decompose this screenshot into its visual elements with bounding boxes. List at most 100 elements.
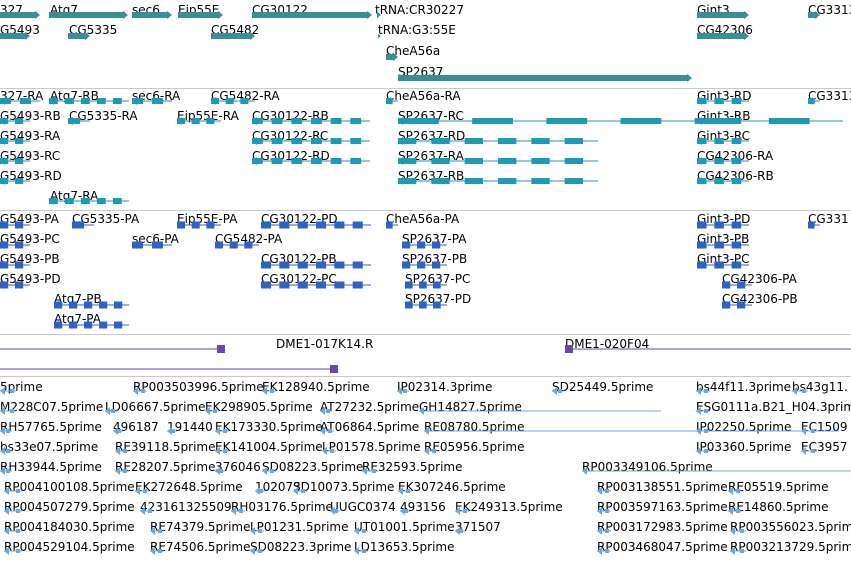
feature-label[interactable]: RE39118.5prime — [115, 440, 216, 454]
feature-glyph[interactable] — [697, 156, 749, 166]
feature-glyph[interactable] — [330, 506, 340, 516]
feature-label[interactable]: EK298905.5prime — [205, 400, 313, 414]
feature-glyph[interactable] — [696, 406, 710, 416]
feature-glyph[interactable] — [386, 52, 398, 62]
feature-glyph[interactable] — [455, 526, 465, 536]
feature-glyph[interactable] — [250, 526, 264, 536]
feature-glyph[interactable] — [597, 526, 611, 536]
feature-label[interactable]: EK128940.5prime — [262, 380, 370, 394]
feature-glyph[interactable] — [398, 136, 598, 146]
feature-glyph[interactable] — [0, 10, 40, 20]
feature-label[interactable]: EK272648.5prime — [135, 480, 243, 494]
feature-label[interactable]: RP003468047.5prime — [597, 540, 728, 554]
feature-label[interactable]: 376046 — [215, 460, 261, 474]
feature-label[interactable]: LD06667.5prime — [105, 400, 206, 414]
feature-glyph[interactable] — [231, 506, 245, 516]
feature-glyph[interactable] — [54, 300, 129, 310]
feature-glyph[interactable] — [132, 240, 172, 250]
feature-glyph[interactable] — [565, 344, 851, 354]
feature-glyph[interactable] — [4, 506, 22, 516]
feature-glyph[interactable] — [552, 386, 564, 396]
feature-glyph[interactable] — [697, 31, 749, 41]
feature-glyph[interactable] — [293, 486, 307, 496]
feature-label[interactable]: 493156 — [400, 500, 446, 514]
feature-glyph[interactable] — [178, 10, 223, 20]
feature-glyph[interactable] — [0, 31, 30, 41]
feature-glyph[interactable] — [0, 364, 338, 374]
feature-label[interactable]: RE14860.5prime — [728, 500, 829, 514]
feature-glyph[interactable] — [215, 466, 225, 476]
feature-glyph[interactable] — [250, 546, 264, 556]
feature-label[interactable]: CG30122-RD — [252, 149, 330, 163]
feature-label[interactable]: bs44f11.3prime — [696, 380, 792, 394]
feature-glyph[interactable] — [424, 446, 438, 456]
feature-glyph[interactable] — [261, 260, 371, 270]
feature-glyph[interactable] — [397, 386, 409, 396]
feature-glyph[interactable] — [697, 240, 749, 250]
feature-glyph[interactable] — [354, 526, 368, 536]
feature-glyph[interactable] — [215, 240, 259, 250]
feature-glyph[interactable] — [0, 260, 30, 270]
feature-glyph[interactable] — [0, 220, 30, 230]
feature-label[interactable]: G5493-PA — [0, 212, 59, 226]
feature-glyph[interactable] — [4, 546, 22, 556]
feature-label[interactable]: G5493-PB — [0, 252, 60, 266]
feature-glyph[interactable] — [205, 406, 219, 416]
feature-label[interactable]: 191440 — [167, 420, 213, 434]
feature-label[interactable]: AT06864.5prime — [320, 420, 420, 434]
feature-glyph[interactable] — [113, 426, 123, 436]
feature-glyph[interactable] — [322, 446, 336, 456]
feature-glyph[interactable] — [402, 260, 447, 270]
feature-label[interactable]: RP003556023.5prime — [730, 520, 851, 534]
feature-label[interactable]: UT01001.5prime — [354, 520, 455, 534]
feature-glyph[interactable] — [808, 10, 820, 20]
feature-glyph[interactable] — [801, 426, 817, 436]
feature-glyph[interactable] — [722, 300, 752, 310]
feature-label[interactable]: SD08223.3prime — [250, 540, 352, 554]
feature-glyph[interactable] — [398, 156, 598, 166]
feature-glyph[interactable] — [398, 486, 412, 496]
feature-glyph[interactable] — [402, 240, 447, 250]
feature-label[interactable]: RP004184030.5prime — [4, 520, 135, 534]
feature-label[interactable]: CG331 — [808, 212, 849, 226]
feature-label[interactable]: RP004529104.5prime — [4, 540, 135, 554]
feature-glyph[interactable] — [68, 31, 90, 41]
feature-label[interactable]: EK141004.5prime — [215, 440, 323, 454]
feature-glyph[interactable] — [49, 96, 129, 106]
feature-glyph[interactable] — [697, 220, 749, 230]
feature-glyph[interactable] — [0, 176, 30, 186]
feature-label[interactable]: bs33e07.5prime — [0, 440, 99, 454]
feature-label[interactable]: RP003172983.5prime — [597, 520, 728, 534]
feature-glyph[interactable] — [697, 10, 749, 20]
feature-glyph[interactable] — [320, 426, 334, 436]
feature-glyph[interactable] — [150, 526, 164, 536]
feature-glyph[interactable] — [0, 96, 40, 106]
feature-glyph[interactable] — [177, 116, 221, 126]
feature-label[interactable]: CG5335-RA — [69, 109, 138, 123]
feature-glyph[interactable] — [728, 486, 742, 496]
feature-label[interactable]: SD10073.5prime — [293, 480, 395, 494]
feature-glyph[interactable] — [4, 486, 22, 496]
feature-glyph[interactable] — [211, 31, 255, 41]
feature-glyph[interactable] — [405, 280, 447, 290]
feature-label[interactable]: LP01231.5prime — [250, 520, 349, 534]
feature-glyph[interactable] — [455, 506, 469, 516]
feature-glyph[interactable] — [597, 506, 611, 516]
feature-glyph[interactable] — [4, 526, 22, 536]
feature-label[interactable]: AT27232.5prime — [320, 400, 420, 414]
feature-label[interactable]: EK173330.5prime — [215, 420, 323, 434]
feature-label[interactable]: 423161325509 — [140, 500, 232, 514]
feature-glyph[interactable] — [261, 280, 371, 290]
feature-glyph[interactable] — [49, 10, 128, 20]
feature-glyph[interactable] — [167, 426, 177, 436]
feature-glyph[interactable] — [0, 344, 225, 354]
feature-glyph[interactable] — [597, 546, 611, 556]
feature-glyph[interactable] — [419, 406, 661, 416]
feature-glyph[interactable] — [728, 506, 742, 516]
feature-label[interactable]: ESG0111a.B21_H04.3prime — [696, 400, 851, 414]
feature-label[interactable]: RH33944.5prime — [0, 460, 102, 474]
feature-glyph[interactable] — [262, 466, 276, 476]
feature-glyph[interactable] — [49, 196, 129, 206]
feature-glyph[interactable] — [377, 10, 381, 20]
feature-label[interactable]: DME1-017K14.R — [276, 337, 374, 351]
